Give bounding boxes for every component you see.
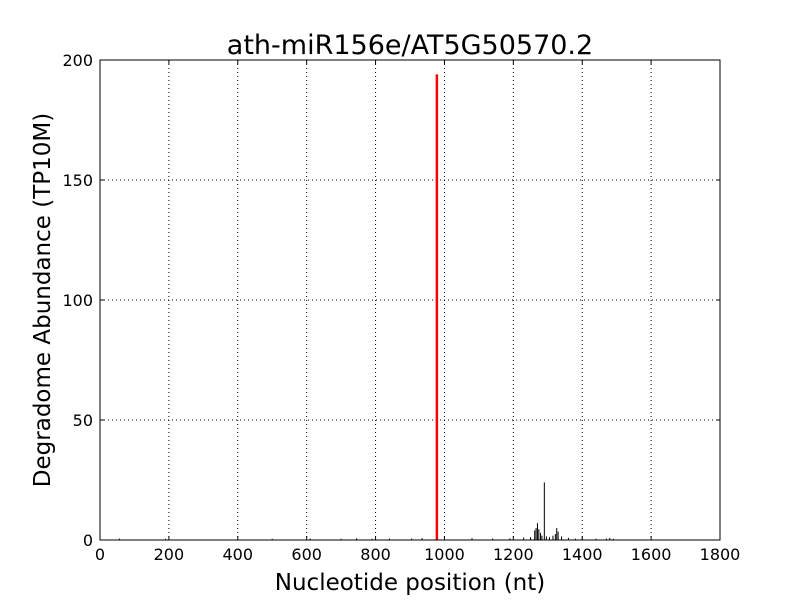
x-tick-label: 1600 bbox=[631, 545, 672, 564]
x-tick-label: 1800 bbox=[700, 545, 741, 564]
y-tick-label: 100 bbox=[62, 291, 93, 310]
y-axis-label: Degradome Abundance (TP10M) bbox=[30, 113, 56, 487]
y-tick-label: 200 bbox=[62, 51, 93, 70]
x-tick-label: 800 bbox=[360, 545, 391, 564]
x-tick-label: 400 bbox=[223, 545, 254, 564]
x-tick-label: 200 bbox=[154, 545, 185, 564]
x-axis-label: Nucleotide position (nt) bbox=[275, 570, 545, 596]
chart-title: ath-miR156e/AT5G50570.2 bbox=[227, 30, 593, 61]
x-tick-label: 0 bbox=[95, 545, 105, 564]
axis-ticks: 0 200 400 600 800 1000 1200 1400 1600 1800 0 50 100 1… bbox=[62, 51, 740, 564]
data-bars bbox=[118, 482, 614, 540]
y-tick-label: 150 bbox=[62, 171, 93, 190]
x-tick-label: 1000 bbox=[424, 545, 465, 564]
x-tick-label: 1200 bbox=[493, 545, 534, 564]
y-tick-label: 0 bbox=[83, 531, 93, 550]
grid-lines bbox=[100, 60, 720, 540]
x-tick-label: 600 bbox=[291, 545, 322, 564]
x-tick-label: 1400 bbox=[562, 545, 603, 564]
y-tick-label: 50 bbox=[73, 411, 93, 430]
